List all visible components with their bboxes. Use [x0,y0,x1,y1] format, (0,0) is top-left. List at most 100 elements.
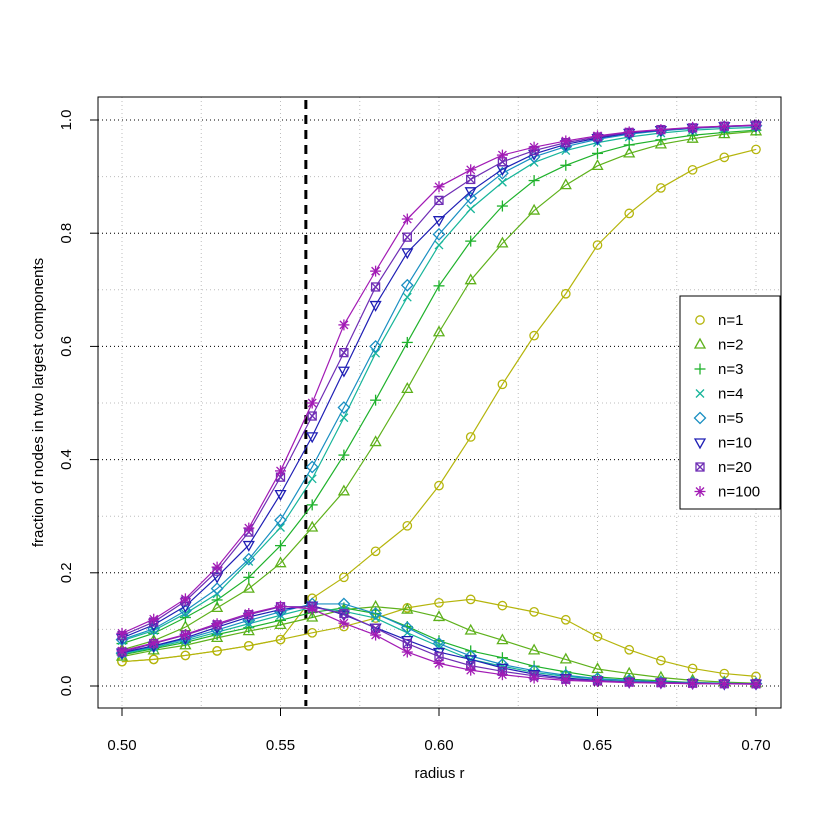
x-tick-label: 0.55 [266,737,295,754]
series-n1-largest-point [465,432,476,442]
legend-marker [693,337,707,349]
series-n5-largest-point [210,582,224,596]
series-n1-largest-point [529,330,539,341]
series-n1-second-line [121,598,757,677]
legend-marker [695,462,705,472]
series-n2-largest-point [210,601,224,613]
series-n1-largest-point [339,572,349,583]
series-n1-largest-point [434,480,444,491]
series-n10-largest-point [432,216,446,228]
series-n100-largest-point [750,119,762,131]
series-n100-second-point [401,646,413,658]
y-tick-label: 0.0 [58,676,75,697]
legend-marker [693,438,707,450]
series-n1-largest-point [592,240,603,250]
legend-label: n=2 [718,337,743,354]
series-n1-second-point [465,594,476,605]
series-n2-second-point [432,610,446,622]
series-n2-largest-point [401,382,414,394]
y-tick-label: 0.6 [58,336,75,357]
series-n5-largest-point [242,552,256,566]
series-n4-largest-point [466,204,476,214]
series-n4-largest-point [371,348,381,358]
series-n100-second-point [465,664,477,676]
series-n3-second-point [496,652,508,664]
series-n100-largest-point [465,164,477,176]
series-n1-second-point [529,607,539,617]
series-n3-largest-point [465,235,477,247]
series-n100-largest-point [370,265,382,277]
series-n100-largest-point [211,561,223,573]
series-n100-largest-point [179,593,191,605]
series-n2-second-point [464,623,477,635]
series-n1-second-point [148,654,159,665]
legend-label: n=20 [718,459,752,476]
series-n100-largest-point [560,135,572,147]
series-n20-largest-point [339,347,349,358]
series-n1-largest-point [370,546,381,557]
series-n2-largest-point [686,131,699,143]
series-n20-second-point [434,651,444,662]
series-n100-second-point [687,678,699,690]
series-n100-largest-point [275,465,286,477]
series-n4-largest-point [497,177,507,187]
series-n100-second-point [528,672,540,684]
series-n100-largest-point [433,181,445,193]
series-n5-largest-point [464,191,478,205]
legend-label: n=100 [718,484,760,501]
series-n100-second-point [718,678,730,690]
series-n100-second-point [243,608,255,620]
series-n100-largest-point [401,213,413,225]
legend-marker [695,389,705,398]
series-n20-second-point [339,608,349,619]
series-n2-second-point [401,602,414,614]
legend-box [679,295,781,510]
series-n100-second-point [211,618,223,630]
series-n5-largest-point [305,460,319,474]
series-n20-largest-point [402,232,412,242]
series-n3-largest-point [623,139,635,151]
series-n1-second-point [307,627,318,638]
series-n1-second-point [275,634,286,645]
series-n100-largest-point [116,627,128,639]
y-tick-label: 0.8 [58,223,75,244]
series-n100-largest-point [718,120,730,132]
series-n10-largest-point [464,187,477,199]
series-n2-largest-point [559,178,572,190]
series-n3-largest-point [528,175,540,187]
series-n5-largest-point [337,401,351,414]
series-n3-largest-point [211,594,223,606]
series-n100-largest-point [338,319,350,331]
series-n3-second-point [528,660,540,672]
series-n2-largest-line [121,130,757,651]
series-n20-largest-point [307,411,317,421]
series-n1-second-point [624,644,635,655]
series-n100-largest-point [592,130,603,142]
series-n1-largest-point [624,208,635,219]
series-n10-largest-point [306,432,319,444]
x-tick-label: 0.65 [583,737,612,754]
y-tick-label: 0.4 [58,449,75,470]
series-n4-largest-point [307,474,317,484]
series-n100-second-point [592,675,603,687]
series-n1-second-point [180,650,191,661]
series-n4-largest-point [244,557,254,566]
series-layer [115,119,763,691]
series-n5-second-point [369,607,383,620]
series-n2-second-point [242,624,255,636]
series-n100-second-point [560,674,572,686]
series-n5-largest-point [400,278,414,292]
legend-label: n=4 [718,386,743,403]
series-n100-largest-point [148,613,160,625]
series-n2-second-point [306,610,319,622]
series-n10-largest-point [369,300,382,312]
series-n3-largest-point [243,571,255,583]
x-tick-label: 0.70 [741,737,770,754]
series-n10-largest-point [242,540,255,552]
legend-marker [694,363,706,375]
series-n1-largest-point [656,183,666,193]
series-n100-second-point [338,617,350,629]
series-n100-largest-point [496,149,508,161]
y-tick-label: 0.2 [58,562,75,583]
